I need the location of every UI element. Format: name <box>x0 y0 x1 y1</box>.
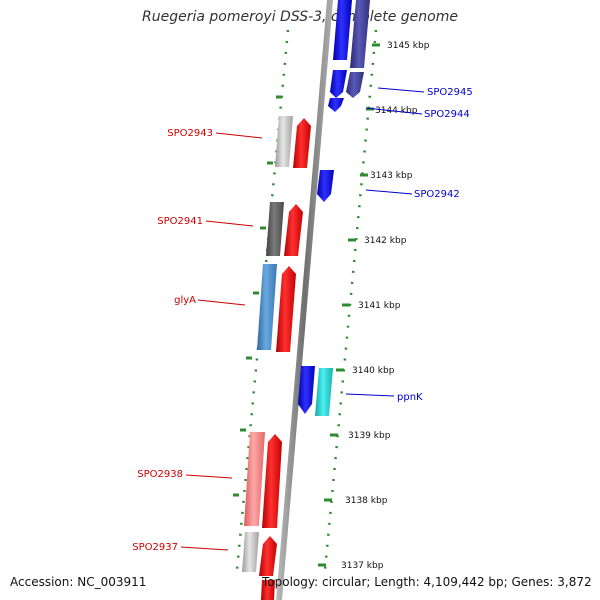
scale-label-3138: 3138 kbp <box>345 496 388 506</box>
outer-scale-track <box>323 29 378 571</box>
scale-label-3142: 3142 kbp <box>364 236 407 246</box>
genome-backbone <box>276 0 333 600</box>
gene-spo2944-small <box>328 98 344 112</box>
label-spo2937[interactable]: SPO2937 <box>132 542 178 553</box>
gene-spo2943-cog <box>275 116 293 167</box>
leader-spo2943 <box>215 132 263 139</box>
scale-ticks <box>318 43 380 567</box>
gene-spo2945-cog <box>350 0 370 68</box>
leader-spo2942 <box>365 189 413 195</box>
leader-spo2937 <box>180 546 229 551</box>
leader-spo2944 <box>365 107 423 115</box>
gene-spo2937-bottom <box>261 580 275 600</box>
gene-spo2937-cog <box>242 532 259 572</box>
scale-label-3145: 3145 kbp <box>387 41 430 51</box>
gene-spo2937-group[interactable] <box>242 532 277 600</box>
inner-scale-ticks <box>233 95 282 497</box>
gene-spo2941 <box>284 204 303 256</box>
gene-glya-cog <box>257 264 277 350</box>
label-glya[interactable]: glyA <box>174 295 196 306</box>
gene-glya-group[interactable] <box>257 264 296 352</box>
gene-ppnk-group[interactable] <box>298 366 333 416</box>
scale-label-3141: 3141 kbp <box>358 301 401 311</box>
label-spo2943[interactable]: SPO2943 <box>167 128 213 139</box>
leader-spo2945 <box>377 87 425 93</box>
label-spo2938[interactable]: SPO2938 <box>137 469 183 480</box>
gene-spo2938-cog <box>244 432 265 526</box>
label-spo2942[interactable]: SPO2942 <box>414 189 460 200</box>
scale-label-3143: 3143 kbp <box>370 171 413 181</box>
gene-spo2941-group[interactable] <box>266 202 303 256</box>
gene-spo2943 <box>293 118 311 168</box>
label-spo2941[interactable]: SPO2941 <box>157 216 203 227</box>
gene-spo2945-group[interactable] <box>333 0 370 68</box>
scale-label-3139: 3139 kbp <box>348 431 391 441</box>
gene-ppnk-blue <box>298 366 315 414</box>
gene-glya <box>276 266 296 352</box>
gene-spo2944 <box>330 70 347 98</box>
gene-spo2937-top <box>259 536 277 576</box>
gene-ppnk <box>315 368 333 416</box>
gene-spo2942 <box>317 170 334 202</box>
label-spo2944[interactable]: SPO2944 <box>424 109 470 120</box>
leader-spo2938 <box>185 474 233 479</box>
gene-spo2938 <box>262 434 282 528</box>
leader-glya <box>197 299 246 306</box>
label-spo2945[interactable]: SPO2945 <box>427 87 473 98</box>
leader-spo2941 <box>205 220 254 227</box>
label-ppnk[interactable]: ppnK <box>397 392 423 403</box>
gene-spo2944-group[interactable] <box>328 70 364 112</box>
leader-ppnk <box>345 393 395 397</box>
gene-spo2944-cog <box>346 72 364 98</box>
gene-spo2942-group[interactable] <box>317 170 334 202</box>
accession-text: Accession: NC_003911 <box>10 575 147 589</box>
scale-label-3137: 3137 kbp <box>341 561 384 571</box>
gene-spo2945 <box>333 0 352 60</box>
gene-spo2943-group[interactable] <box>275 116 311 168</box>
inner-scale-track <box>235 29 290 571</box>
topology-text: Topology: circular; Length: 4,109,442 bp… <box>262 575 592 589</box>
map-title: Ruegeria pomeroyi DSS-3, complete genome <box>142 9 458 25</box>
gene-spo2941-cog <box>266 202 284 256</box>
gene-spo2938-group[interactable] <box>244 432 282 528</box>
scale-label-3140: 3140 kbp <box>352 366 395 376</box>
